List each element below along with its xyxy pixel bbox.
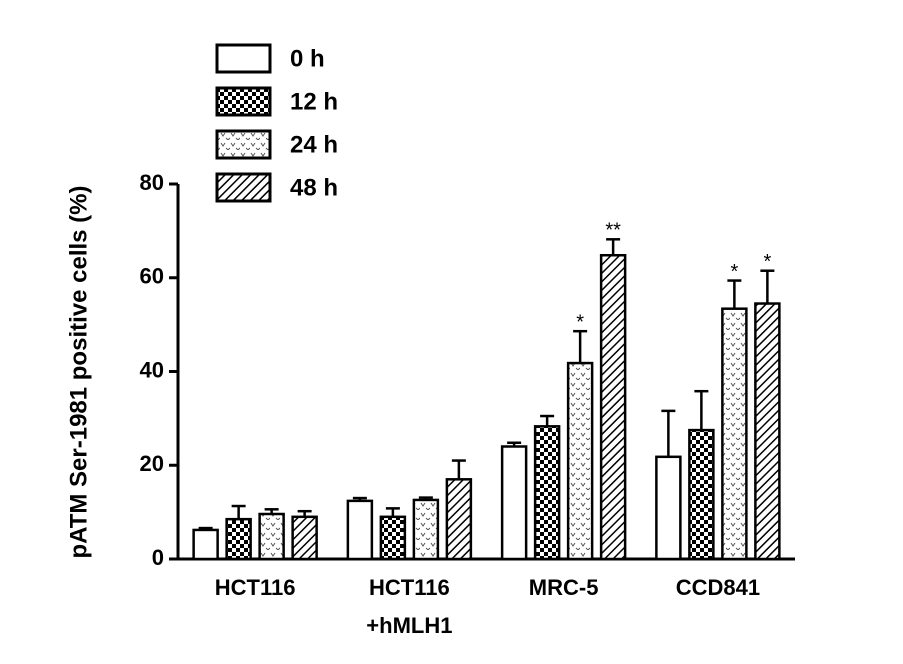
legend-label: 48 h (290, 174, 338, 201)
y-tick-label: 40 (140, 357, 164, 382)
bar (599, 254, 627, 561)
bar (533, 425, 561, 561)
y-tick-label: 60 (140, 264, 164, 289)
significance-label: * (576, 311, 584, 333)
bar (412, 498, 440, 561)
bar (445, 478, 473, 561)
legend-swatch (215, 129, 272, 160)
bar (754, 302, 781, 561)
x-tick-label: HCT116 (215, 575, 296, 600)
bar (192, 528, 219, 561)
legend-swatch (215, 43, 272, 74)
legend-label: 0 h (290, 45, 325, 72)
x-tick-label: CCD841 (676, 575, 760, 600)
bar (379, 515, 407, 561)
x-tick-label: +hMLH1 (366, 613, 452, 638)
significance-label: * (763, 251, 771, 273)
y-tick-label: 20 (140, 451, 164, 476)
y-tick-label: 80 (140, 170, 164, 195)
bar (291, 515, 318, 561)
bar (258, 512, 285, 561)
legend-label: 12 h (290, 88, 338, 115)
bar (225, 517, 252, 561)
legend-swatch (215, 172, 272, 203)
legend-label: 24 h (290, 131, 338, 158)
bar (721, 307, 748, 561)
y-tick-label: 0 (152, 545, 164, 570)
bar (346, 499, 374, 561)
y-axis-label: pATM Ser-1981 positive cells (%) (65, 185, 92, 558)
bar (566, 361, 594, 561)
x-tick-label: MRC-5 (529, 575, 599, 600)
bar (500, 445, 528, 561)
bar (688, 428, 715, 561)
legend-swatch (215, 86, 272, 117)
significance-label: ** (605, 220, 621, 242)
significance-label: * (730, 261, 738, 283)
bar (655, 455, 682, 561)
x-tick-label: HCT116 (369, 575, 450, 600)
